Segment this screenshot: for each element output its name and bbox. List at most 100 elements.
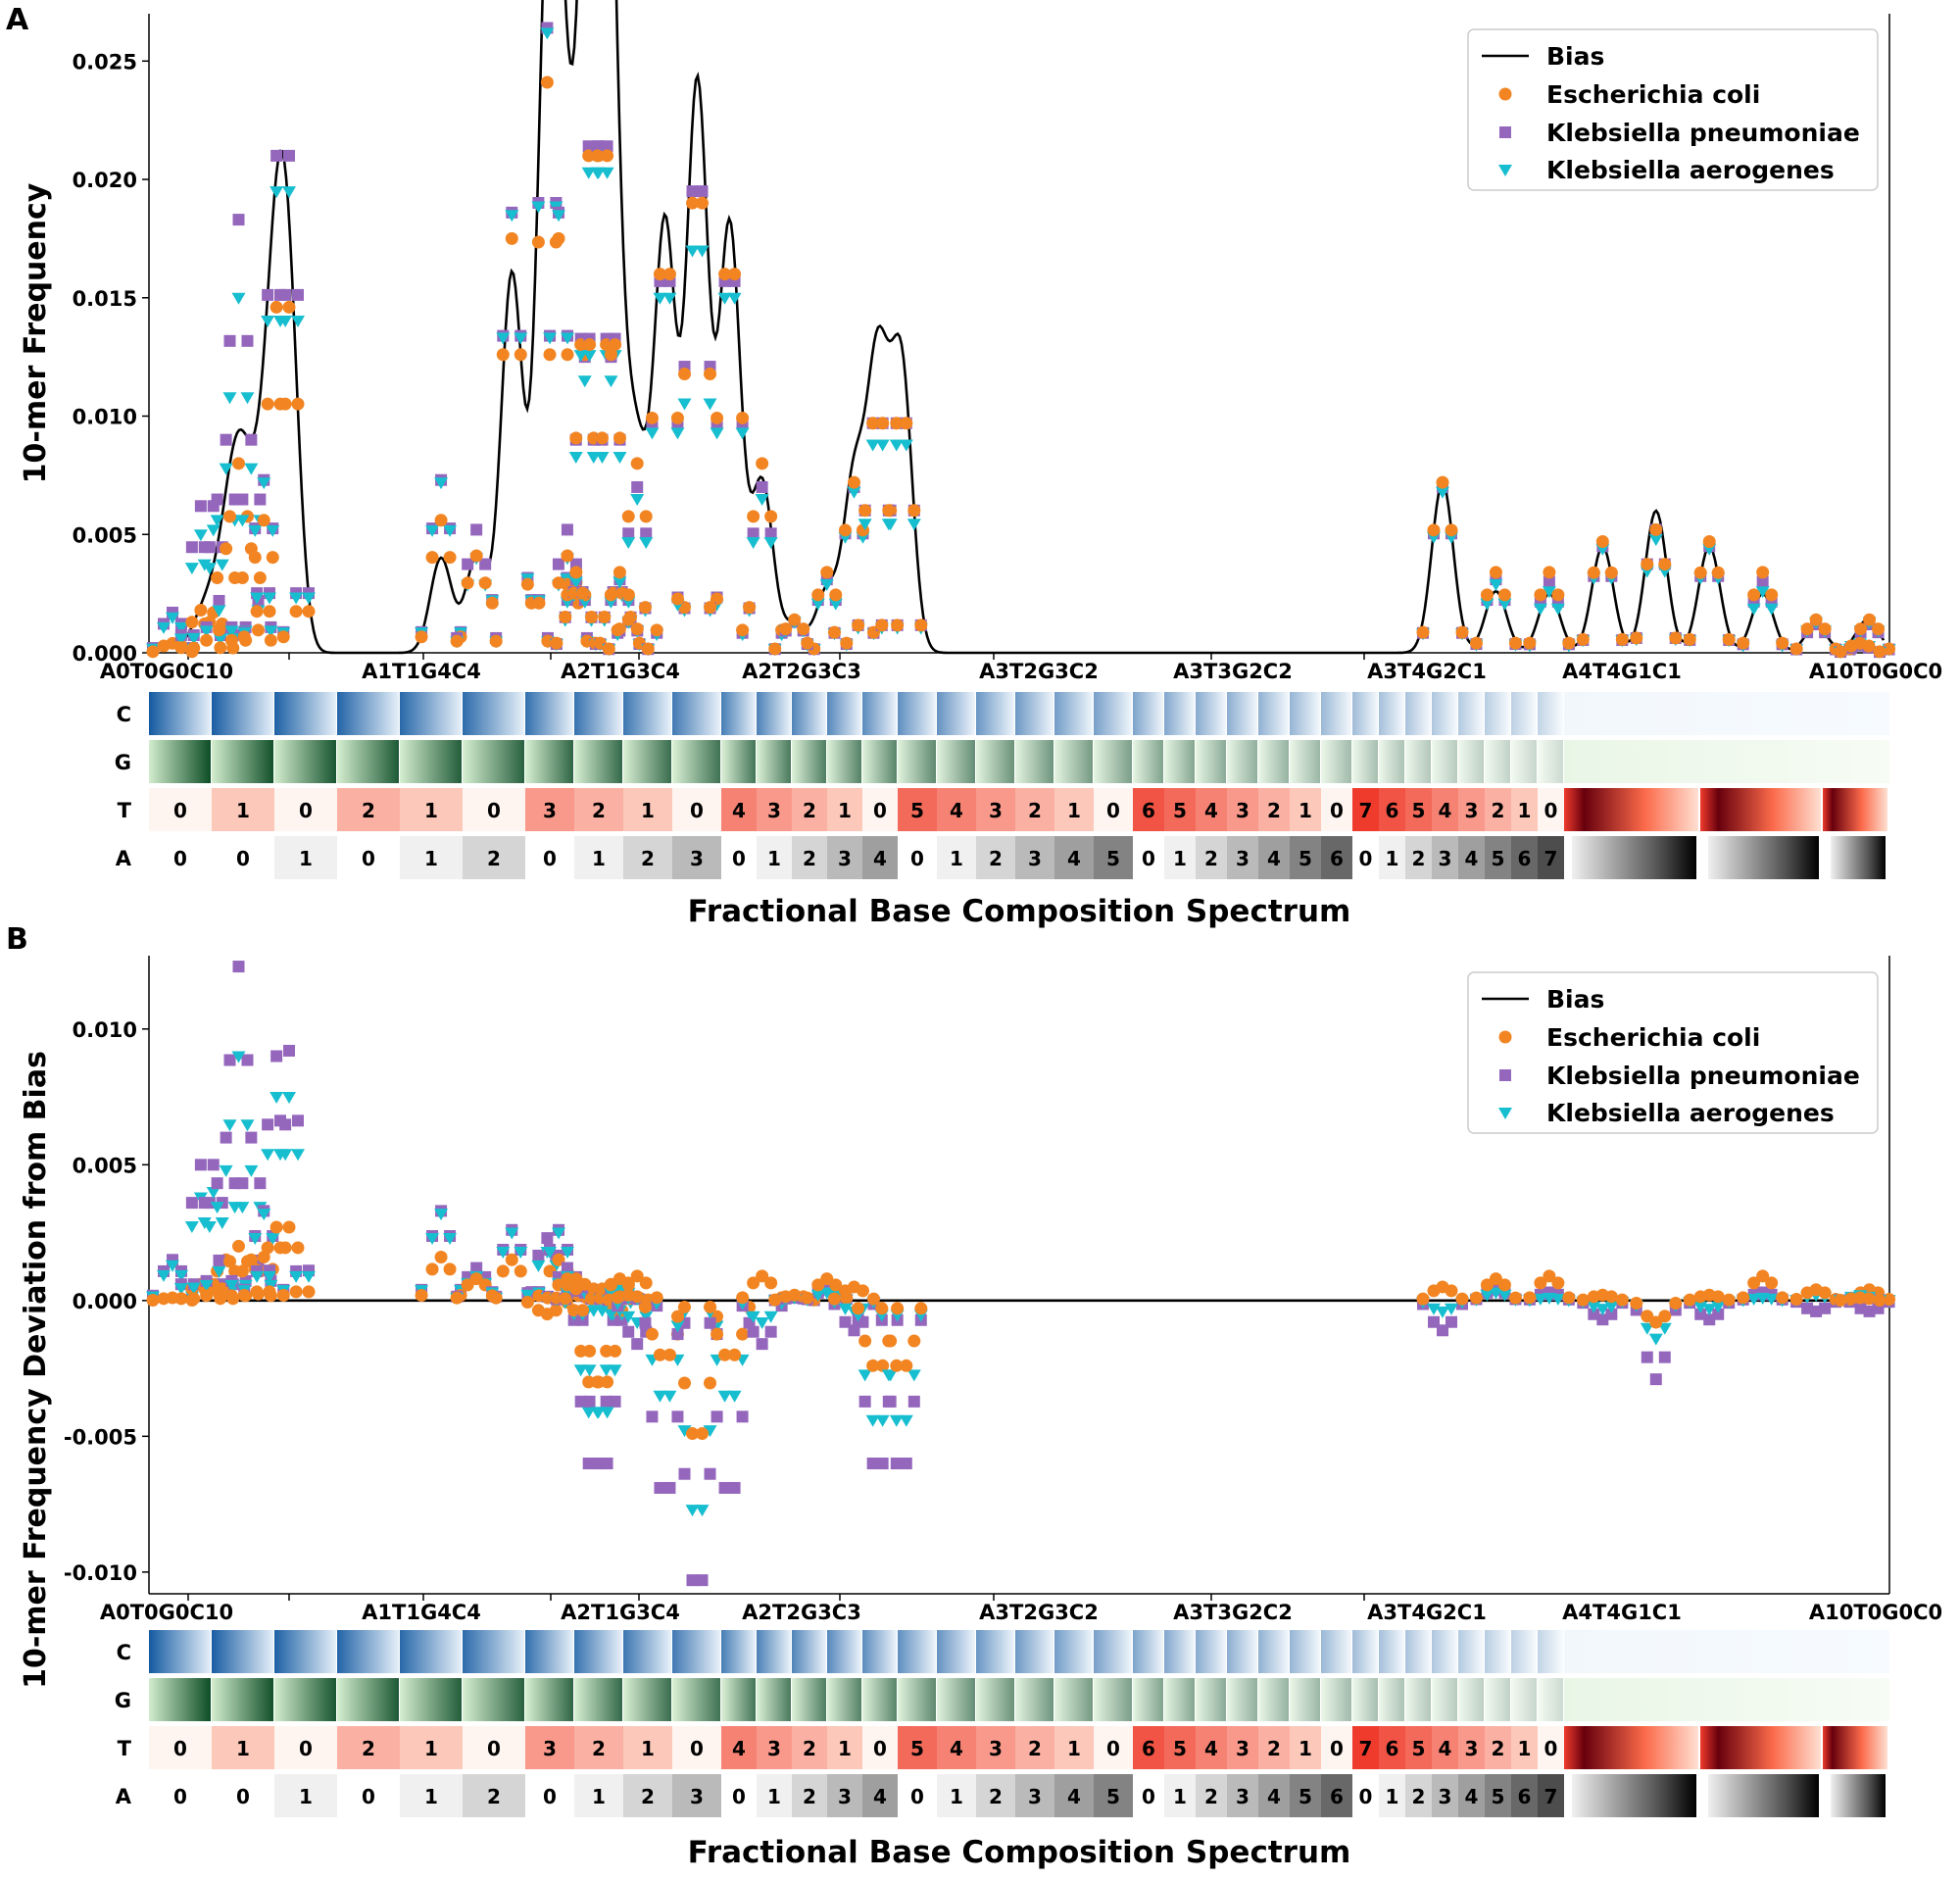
panel-a-t-number: 2	[1267, 799, 1281, 822]
panel-b-kaero-point	[219, 1164, 233, 1177]
panel-a-kaero-point	[612, 452, 627, 465]
panel-b-ecoli-point	[496, 1264, 510, 1278]
panel-b-a-number: 3	[1439, 1785, 1452, 1808]
panel-b-ecoli-point	[1818, 1286, 1832, 1300]
panel-b-scatter	[146, 961, 1896, 1587]
panel-a-t-cell	[1511, 788, 1538, 831]
panel-a-x-axis-title: Fractional Base Composition Spectrum	[688, 894, 1351, 929]
panel-b-kaero-point	[222, 1119, 237, 1132]
panel-b-a-number: 1	[592, 1785, 606, 1808]
panel-a-a-number: 1	[950, 847, 963, 870]
panel-a-g-cell	[623, 740, 671, 783]
panel-b-kpneu-point	[245, 1131, 258, 1144]
panel-a-ecoli-point	[224, 633, 238, 647]
panel-b-x-tick-label: A2T1G3C4	[561, 1601, 680, 1624]
panel-b-kaero-point	[206, 1187, 220, 1200]
panel-a-kpneu-point	[185, 541, 198, 554]
panel-b-kaero-point	[1550, 1293, 1565, 1306]
panel-a-a-cell	[862, 836, 898, 879]
panel-a-t-cell	[1164, 788, 1196, 831]
panel-b-y-tick-label: -0.010	[64, 1561, 137, 1585]
panel-b-a-number: 0	[173, 1785, 187, 1808]
panel-a-kaero-point	[899, 439, 913, 452]
panel-a-a-cell	[976, 836, 1015, 879]
panel-b-kaero-point	[1480, 1289, 1494, 1302]
panel-a-kaero-point	[581, 167, 596, 179]
panel-a-t-cell	[1015, 788, 1054, 831]
panel-b-kpneu-point	[756, 1338, 768, 1351]
panel-a-kaero-point	[263, 592, 276, 605]
panel-b-c-cell	[1290, 1630, 1320, 1673]
panel-b-ecoli-point	[891, 1302, 905, 1315]
panel-a-a-cell	[1290, 836, 1321, 879]
panel-a-kaero-point	[206, 524, 220, 537]
panel-a-kaero-point	[231, 292, 246, 305]
panel-b-a-number: 1	[1386, 1785, 1399, 1808]
panel-a-g-cell	[1227, 740, 1257, 783]
panel-a-kaero-point	[186, 632, 201, 645]
panel-a-t-cell	[1227, 788, 1258, 831]
panel-a-t-tail	[1700, 788, 1821, 831]
panel-b-a-cell	[1538, 1774, 1564, 1817]
panel-a-kaero-point	[763, 536, 778, 549]
panel-a-g-cell	[1352, 740, 1378, 783]
panel-b-c-cell	[1379, 1630, 1404, 1673]
panel-a-kpneu-point	[274, 288, 286, 301]
panel-b-a-cell	[1379, 1774, 1405, 1817]
panel-a-ecoli-point	[187, 641, 201, 655]
panel-b-a-tail	[1831, 1774, 1886, 1817]
panel-a-kpneu-point	[764, 527, 777, 540]
panel-b-ecoli-point	[200, 1289, 214, 1303]
panel-a-ecoli-point	[257, 514, 270, 527]
panel-a-kaero-point	[174, 621, 188, 634]
panel-b-ecoli-point	[443, 1262, 457, 1276]
panel-b-kaero-point	[1445, 1303, 1458, 1315]
panel-a-ecoli-point	[1523, 636, 1537, 650]
panel-b-ecoli-point	[653, 1348, 666, 1361]
panel-b-kaero-point	[889, 1414, 904, 1427]
panel-b-a-number: 0	[543, 1785, 557, 1808]
panel-b-t-cell	[1485, 1726, 1511, 1769]
panel-a-g-cell	[1538, 740, 1563, 783]
panel-b-ecoli-point	[764, 1276, 778, 1290]
panel-b-ecoli-point	[282, 1220, 296, 1234]
panel-a-t-number: 7	[1359, 799, 1373, 822]
panel-a-g-cell	[1290, 740, 1320, 783]
panel-a-ecoli-point	[531, 235, 545, 249]
panel-b-kpneu-point	[704, 1316, 716, 1329]
panel-a-ecoli-point	[704, 601, 717, 615]
panel-a-kaero-point	[1542, 586, 1556, 599]
panel-b-ecoli-point	[1551, 1276, 1565, 1290]
panel-a-t-number: 0	[873, 799, 887, 822]
panel-b-kaero-point	[173, 1283, 188, 1296]
panel-b-ecoli-point	[600, 1344, 613, 1358]
panel-a-ecoli-point	[591, 149, 605, 163]
panel-b-t-number: 2	[592, 1737, 606, 1760]
panel-b-t-cell	[525, 1726, 574, 1769]
panel-a-kaero-point	[184, 563, 199, 575]
panel-b-ecoli-point	[1497, 1278, 1511, 1292]
panel-a-c-cell	[1196, 692, 1226, 735]
panel-b-ecoli-point	[1765, 1276, 1779, 1290]
panel-a-kaero-point	[881, 519, 896, 531]
panel-b-kpneu-point	[211, 1177, 223, 1190]
panel-b-kpneu-point	[213, 1254, 225, 1266]
panel-b-a-cell	[1227, 1774, 1258, 1817]
panel-b-band-label-c: C	[117, 1641, 131, 1664]
panel-b-kpneu-point	[532, 1249, 545, 1262]
panel-a-kaero-point	[590, 167, 605, 179]
panel-b-panel-label: B	[6, 922, 28, 957]
panel-a-t-cell	[1379, 788, 1405, 831]
panel-a-kaero-point	[270, 186, 284, 199]
panel-a-kaero-point	[677, 398, 692, 411]
panel-a-kaero-point	[173, 633, 188, 646]
panel-b-ecoli-point	[174, 1292, 188, 1306]
panel-b-c-cell	[1458, 1630, 1484, 1673]
panel-b-ecoli-point	[645, 1327, 659, 1341]
panel-a-ecoli-point	[1508, 636, 1522, 650]
panel-b-g-cell	[1290, 1678, 1320, 1721]
panel-a-a-number: 2	[803, 847, 816, 870]
panel-a-kaero-point	[266, 524, 280, 537]
panel-a-ecoli-point	[609, 338, 622, 352]
panel-b-a-number: 3	[1028, 1785, 1042, 1808]
